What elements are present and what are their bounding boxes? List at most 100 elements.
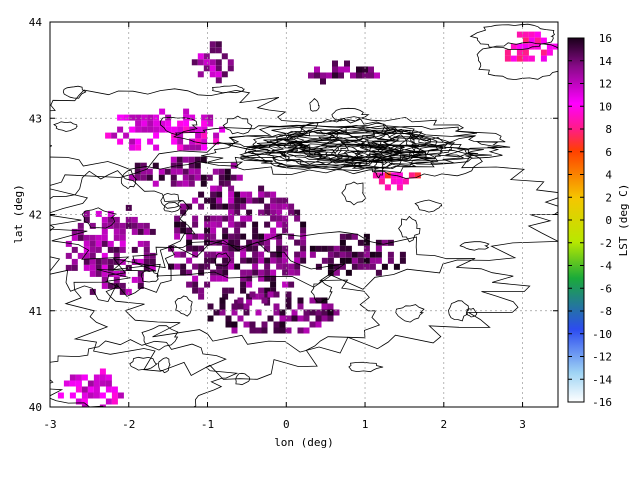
contour-line <box>97 231 531 354</box>
lst-pixel <box>117 138 124 145</box>
contour-line <box>160 192 183 209</box>
lst-pixel <box>83 258 90 265</box>
colorbar-tick-label: -10 <box>592 328 612 341</box>
lst-pixel <box>252 221 259 228</box>
lst-pixel <box>134 162 141 169</box>
lst-pixel <box>246 257 253 264</box>
lst-pixel <box>288 269 295 276</box>
lst-pixel <box>273 291 280 298</box>
x-axis-ticks: -3 -2 -1 0 1 2 3 <box>43 22 526 431</box>
lst-pixel <box>264 221 271 228</box>
lst-pixel <box>71 246 78 253</box>
lst-pixel <box>276 245 283 252</box>
lst-pixel <box>207 315 214 322</box>
lst-pixel <box>215 65 222 72</box>
lst-pixel <box>89 258 96 265</box>
lst-pixel <box>540 55 547 62</box>
lst-pixel <box>258 269 265 276</box>
lst-pixel <box>516 31 523 38</box>
lst-pixel <box>143 228 150 235</box>
lst-pixel <box>326 72 332 79</box>
lst-pixel <box>204 197 211 204</box>
lst-pixel <box>297 297 304 304</box>
lst-pixel <box>209 71 216 78</box>
lst-pixel <box>350 72 356 79</box>
lst-pixel <box>89 264 96 271</box>
lst-pixel <box>89 240 96 247</box>
lst-pixel <box>384 184 391 191</box>
lst-pixel <box>113 228 120 235</box>
lst-pixel <box>95 270 102 277</box>
lst-pixel <box>177 120 184 127</box>
lst-pixel <box>89 270 96 277</box>
lst-pixel <box>339 263 346 270</box>
lst-pixel <box>246 293 253 300</box>
lst-pixel <box>270 203 277 210</box>
lst-pixel <box>153 126 160 133</box>
lst-pixel <box>113 216 120 223</box>
lst-pixel <box>153 114 160 121</box>
lst-pixel <box>75 398 82 405</box>
lst-pixel <box>147 114 154 121</box>
lst-pixel <box>534 37 541 44</box>
lst-pixel <box>131 228 138 235</box>
lst-pixel <box>105 398 112 405</box>
contour-line <box>163 202 182 213</box>
lst-pixel <box>198 293 205 300</box>
lst-pixel <box>101 234 108 241</box>
lst-pixel <box>113 252 120 259</box>
lst-pixel <box>357 257 364 264</box>
lst-pixel <box>375 245 382 252</box>
lst-pixel <box>363 239 370 246</box>
contour-line <box>310 280 333 303</box>
lst-pixel <box>252 251 259 258</box>
lst-pixel <box>279 321 286 328</box>
lst-pixel <box>396 172 403 179</box>
lst-pixel <box>83 264 90 271</box>
lst-pixel <box>111 132 118 139</box>
lst-pixel <box>149 228 156 235</box>
lst-pixel <box>362 72 368 79</box>
lst-pixel <box>267 291 274 298</box>
lst-pixel <box>345 233 352 240</box>
lst-pixel <box>207 120 214 127</box>
lst-pixel <box>204 233 211 240</box>
lst-pixel <box>171 132 178 139</box>
lst-pixel <box>83 252 90 259</box>
lst-pixel <box>183 126 190 133</box>
lst-pixel <box>204 251 211 258</box>
lst-pixel <box>197 53 204 60</box>
lst-pixel <box>207 114 214 121</box>
contour-line <box>158 357 171 374</box>
lst-pixel <box>357 239 364 246</box>
lst-pixel <box>333 269 340 276</box>
contour-line <box>50 88 319 170</box>
colorbar-tick-label: 16 <box>599 32 612 45</box>
contour-line <box>251 129 456 169</box>
lst-pixel <box>135 144 142 151</box>
lst-pixel <box>270 287 277 294</box>
lst-pixel <box>222 269 229 276</box>
lst-pixel <box>210 227 217 234</box>
lst-pixel <box>338 66 344 73</box>
x-tick-label: -1 <box>201 418 214 431</box>
contour-line <box>465 307 478 318</box>
lst-pixel <box>93 380 100 387</box>
lst-pixel <box>99 368 106 375</box>
lst-pixel <box>204 227 211 234</box>
lst-pixel <box>159 126 166 133</box>
lst-pixel <box>125 288 132 295</box>
lst-pixel <box>234 221 241 228</box>
lst-pixel <box>215 59 222 66</box>
lst-pixel <box>201 126 208 133</box>
lst-pixel <box>107 246 114 253</box>
x-tick-label: 2 <box>440 418 447 431</box>
lst-pixel <box>180 203 187 210</box>
lst-pixel <box>134 168 141 175</box>
lst-pixel <box>258 275 265 282</box>
lst-pixel <box>288 209 295 216</box>
lst-pixel <box>321 303 328 310</box>
lst-pixel <box>182 180 189 187</box>
lst-pixel <box>159 108 166 115</box>
lst-pixel <box>327 309 334 316</box>
